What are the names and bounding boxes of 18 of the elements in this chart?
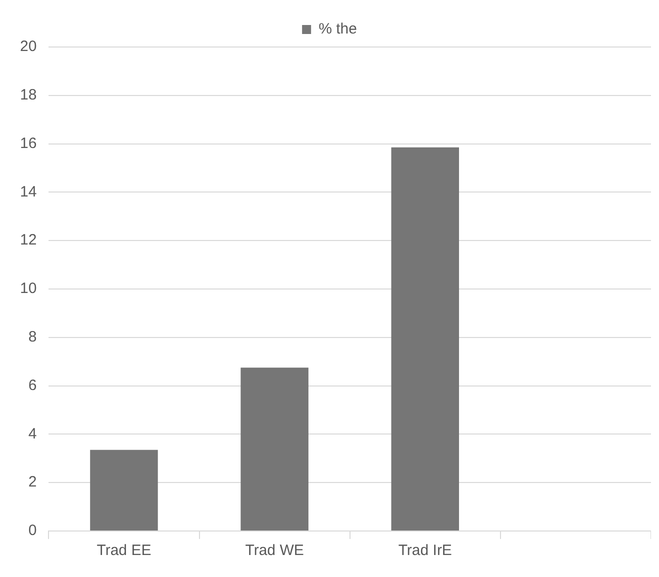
x-tick-label: Trad IrE: [398, 542, 452, 560]
x-tick-label: Trad EE: [96, 542, 152, 560]
y-tick-label: 4: [28, 425, 37, 442]
y-tick-label: 6: [28, 376, 37, 394]
bar: [391, 147, 460, 530]
y-tick-label: 16: [20, 134, 37, 152]
y-tick-label: 2: [28, 474, 37, 491]
y-tick-label: 8: [28, 328, 37, 346]
y-tick-label: 14: [20, 183, 37, 200]
bar: [90, 450, 158, 530]
y-tick-label: 18: [20, 86, 37, 104]
y-tick-label: 0: [28, 522, 37, 540]
y-tick-label: 12: [20, 232, 37, 249]
y-tick-label: 10: [20, 280, 37, 298]
bar: [240, 368, 308, 530]
x-tick-label: Trad WE: [245, 542, 304, 560]
y-tick-label: 20: [20, 38, 37, 56]
legend-label: % the: [318, 20, 357, 38]
